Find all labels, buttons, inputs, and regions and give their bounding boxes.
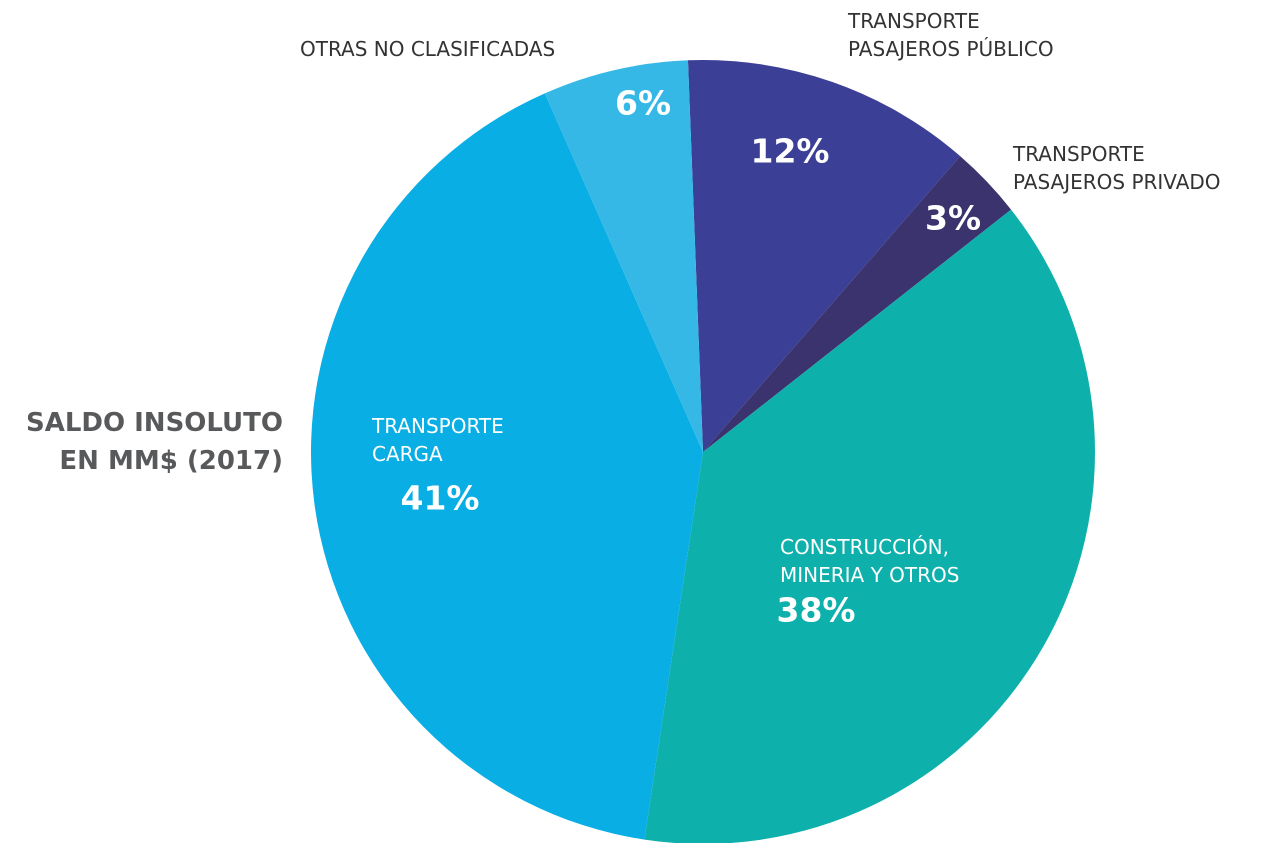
pie-slice bbox=[544, 60, 703, 452]
pie-slice bbox=[644, 209, 1096, 843]
chart-title: SALDO INSOLUTO EN MM$ (2017) bbox=[26, 408, 283, 476]
value-label: 6% bbox=[615, 84, 671, 123]
value-label: 12% bbox=[751, 132, 830, 171]
value-label: 38% bbox=[777, 591, 856, 630]
slice-label: TRANSPORTE PASAJEROS PRIVADO bbox=[1012, 142, 1221, 194]
slice-label: TRANSPORTE CARGA bbox=[371, 414, 504, 466]
slice-label: CONSTRUCCIÓN, MINERIA Y OTROS bbox=[780, 535, 959, 587]
pie-slice bbox=[703, 156, 1012, 452]
slice-label: OTRAS NO CLASIFICADAS bbox=[300, 37, 555, 61]
pie-slice bbox=[310, 93, 703, 840]
pie-slice bbox=[687, 59, 961, 452]
value-label: 41% bbox=[401, 479, 480, 518]
slice-label: TRANSPORTE PASAJEROS PÚBLICO bbox=[847, 9, 1054, 61]
value-label: 3% bbox=[925, 199, 981, 238]
